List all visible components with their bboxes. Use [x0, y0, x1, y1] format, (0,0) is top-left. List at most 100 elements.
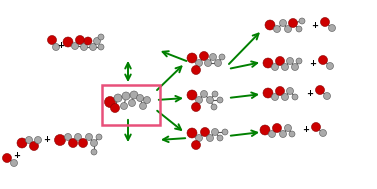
Circle shape [3, 153, 12, 163]
Circle shape [104, 97, 115, 108]
Text: +: + [311, 20, 319, 29]
Circle shape [35, 136, 41, 143]
Circle shape [75, 133, 81, 140]
Circle shape [199, 51, 208, 60]
Circle shape [187, 90, 197, 100]
Circle shape [130, 91, 138, 99]
Circle shape [273, 26, 280, 33]
Circle shape [210, 53, 216, 60]
Text: +: + [58, 42, 64, 50]
Circle shape [196, 97, 202, 104]
Circle shape [287, 57, 294, 64]
Circle shape [98, 34, 104, 40]
Circle shape [291, 64, 299, 70]
Circle shape [288, 19, 297, 28]
Circle shape [265, 20, 275, 30]
Circle shape [96, 134, 102, 140]
Circle shape [17, 138, 27, 148]
Circle shape [328, 25, 336, 32]
Circle shape [276, 57, 285, 66]
Circle shape [78, 139, 87, 147]
Circle shape [279, 19, 287, 26]
Circle shape [89, 43, 97, 50]
Circle shape [144, 97, 150, 104]
Circle shape [285, 26, 291, 33]
Circle shape [271, 94, 279, 101]
Circle shape [263, 58, 273, 68]
Circle shape [319, 129, 326, 136]
Circle shape [93, 37, 101, 44]
Circle shape [122, 92, 130, 100]
Circle shape [55, 135, 66, 146]
Circle shape [196, 135, 202, 142]
Circle shape [263, 88, 273, 98]
Circle shape [282, 94, 288, 101]
Circle shape [196, 60, 202, 67]
Circle shape [26, 136, 32, 143]
Circle shape [207, 135, 213, 142]
Circle shape [52, 43, 60, 50]
Circle shape [90, 139, 98, 146]
Circle shape [289, 131, 295, 137]
Text: +: + [14, 150, 20, 160]
Circle shape [320, 18, 329, 26]
Circle shape [201, 128, 210, 136]
Circle shape [204, 60, 211, 67]
Circle shape [279, 130, 287, 138]
Circle shape [192, 66, 201, 74]
Circle shape [211, 129, 219, 136]
Circle shape [212, 91, 218, 97]
Circle shape [287, 88, 294, 94]
Circle shape [319, 56, 328, 64]
Circle shape [84, 37, 92, 45]
Circle shape [222, 129, 228, 135]
Circle shape [215, 60, 222, 67]
Circle shape [276, 87, 285, 95]
Circle shape [11, 160, 17, 167]
Circle shape [69, 139, 78, 147]
Bar [102, 85, 160, 125]
Circle shape [268, 130, 276, 138]
Text: +: + [307, 88, 314, 98]
Text: +: + [302, 125, 310, 135]
Circle shape [219, 54, 225, 60]
Circle shape [271, 64, 279, 70]
Circle shape [326, 63, 334, 70]
Circle shape [86, 133, 92, 140]
Circle shape [136, 94, 144, 101]
Circle shape [110, 104, 120, 112]
Circle shape [292, 94, 298, 100]
Circle shape [187, 128, 197, 138]
Circle shape [311, 122, 320, 132]
Circle shape [285, 125, 291, 132]
Circle shape [121, 102, 127, 109]
Circle shape [187, 53, 197, 63]
Circle shape [98, 44, 104, 50]
Text: +: + [310, 59, 317, 67]
Circle shape [192, 140, 201, 149]
Circle shape [72, 43, 78, 50]
Circle shape [211, 104, 217, 110]
Circle shape [260, 125, 270, 135]
Circle shape [139, 102, 147, 109]
Circle shape [296, 58, 302, 64]
Circle shape [316, 85, 325, 94]
Circle shape [64, 133, 72, 140]
Circle shape [91, 149, 97, 155]
Circle shape [217, 135, 223, 141]
Circle shape [129, 99, 135, 106]
Circle shape [217, 97, 223, 103]
Circle shape [63, 37, 73, 47]
Circle shape [282, 64, 288, 70]
Circle shape [192, 102, 201, 112]
Circle shape [81, 43, 87, 50]
Circle shape [29, 142, 38, 150]
Circle shape [273, 123, 282, 132]
Circle shape [323, 92, 331, 99]
Circle shape [48, 36, 57, 44]
Circle shape [75, 36, 84, 44]
Circle shape [296, 26, 302, 32]
Circle shape [299, 18, 305, 24]
Circle shape [207, 97, 213, 104]
Circle shape [201, 91, 207, 98]
